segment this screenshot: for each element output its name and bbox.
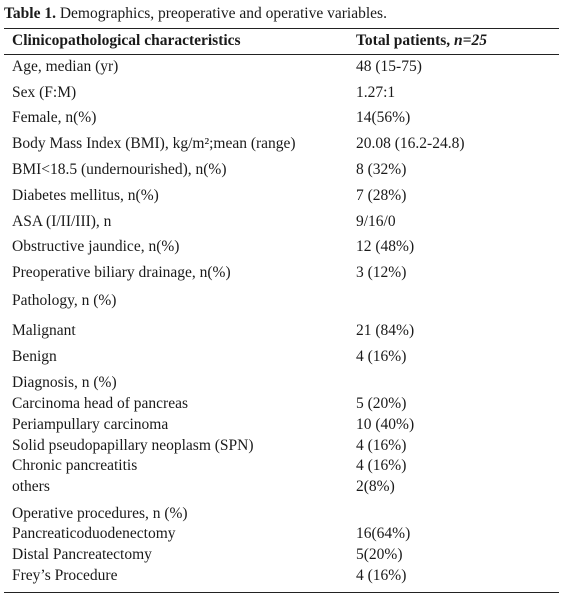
row-label: others — [12, 478, 50, 495]
row-value: 3 (12%) — [356, 264, 407, 281]
row-value: 2(8%) — [356, 478, 395, 495]
row-value: 4 (16%) — [356, 567, 407, 584]
bottom-rule — [4, 592, 559, 593]
row-label: ASA (I/II/III), n — [12, 213, 112, 230]
row-value: 1.27:1 — [356, 84, 396, 101]
row-label: Obstructive jaundice, n(%) — [12, 238, 180, 255]
row-value: 4 (16%) — [356, 457, 407, 474]
row-label: Female, n(%) — [12, 109, 97, 126]
header-italic: n=25 — [454, 32, 487, 49]
row-label: Diagnosis, n (%) — [12, 374, 117, 391]
row-label: BMI<18.5 (undernourished), n(%) — [12, 161, 227, 178]
header-cell: Clinicopathological characteristics — [12, 32, 241, 49]
row-label: Periampullary carcinoma — [12, 416, 169, 433]
top-rule — [4, 28, 559, 29]
row-label: Age, median (yr) — [12, 58, 119, 75]
header-text: Total patients, — [356, 32, 451, 49]
row-value: 9/16/0 — [356, 213, 396, 230]
header-rule — [4, 54, 559, 55]
caption-label: Table 1. — [4, 5, 56, 22]
row-label: Benign — [12, 348, 57, 365]
row-value: 16(64%) — [356, 525, 411, 542]
row-label: Chronic pancreatitis — [12, 457, 138, 474]
row-label: Distal Pancreatectomy — [12, 546, 152, 563]
row-label: Solid pseudopapillary neoplasm (SPN) — [12, 437, 254, 454]
row-label: Pancreaticoduodenectomy — [12, 525, 176, 542]
row-value: 12 (48%) — [356, 238, 415, 255]
row-value: 5(20%) — [356, 546, 403, 563]
row-label: Malignant — [12, 322, 76, 339]
row-label: Frey’s Procedure — [12, 567, 118, 584]
row-label: Preoperative biliary drainage, n(%) — [12, 264, 231, 281]
row-label: Pathology, n (%) — [12, 292, 117, 309]
row-value: 5 (20%) — [356, 395, 407, 412]
row-label: Body Mass Index (BMI), kg/m²;mean (range… — [12, 135, 296, 152]
row-value: 20.08 (16.2-24.8) — [356, 135, 465, 152]
row-value: 48 (15-75) — [356, 58, 422, 75]
header-cell: Total patients, n=25 — [356, 32, 487, 50]
row-label: Sex (F:M) — [12, 84, 77, 101]
row-label: Operative procedures, n (%) — [12, 505, 188, 522]
row-label: Carcinoma head of pancreas — [12, 395, 189, 412]
row-value: 14(56%) — [356, 109, 411, 126]
row-value: 21 (84%) — [356, 322, 415, 339]
row-label: Diabetes mellitus, n(%) — [12, 187, 159, 204]
row-value: 4 (16%) — [356, 348, 407, 365]
caption-text: Demographics, preoperative and operative… — [59, 5, 387, 22]
row-value: 4 (16%) — [356, 437, 407, 454]
caption: Table 1. Demographics, preoperative and … — [4, 5, 387, 23]
row-value: 7 (28%) — [356, 187, 407, 204]
row-value: 8 (32%) — [356, 161, 407, 178]
row-value: 10 (40%) — [356, 416, 415, 433]
